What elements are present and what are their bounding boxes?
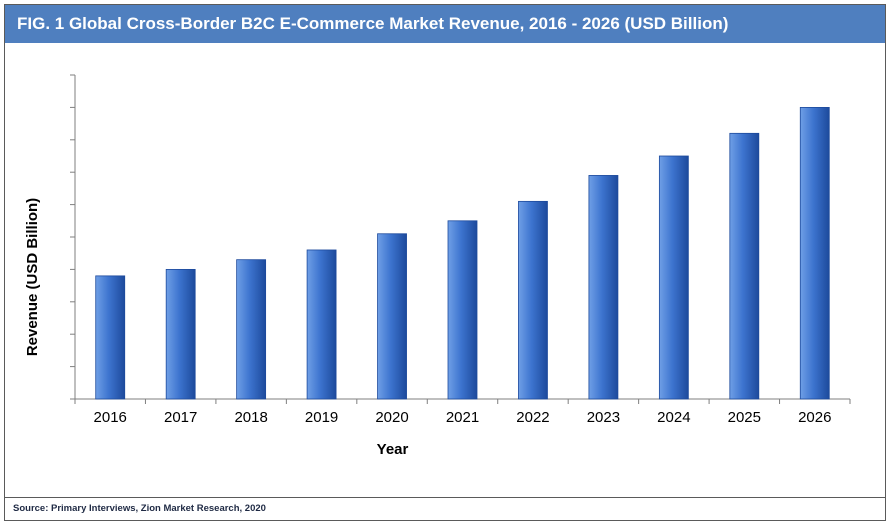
x-tick-label-2023: 2023 <box>587 409 620 426</box>
bar-2021 <box>447 220 478 400</box>
bars <box>95 107 830 400</box>
x-tick-label-2018: 2018 <box>234 409 267 426</box>
bar-2018 <box>236 259 267 400</box>
y-axis <box>70 74 76 400</box>
x-tick-label-2017: 2017 <box>164 409 197 426</box>
y-axis-title: Revenue (USD Billion) <box>24 198 41 356</box>
x-tick-label-2021: 2021 <box>446 409 479 426</box>
source-note: Source: Primary Interviews, Zion Market … <box>13 503 266 514</box>
footer-divider <box>5 497 885 498</box>
bar-chart: 2016 2017 2018 2019 2020 2021 2022 2023 2024 2025… <box>24 74 851 458</box>
x-tick-label-2022: 2022 <box>516 409 549 426</box>
x-tick-label-2020: 2020 <box>375 409 408 426</box>
chart-frame: FIG. 1 Global Cross-Border B2C E-Commerc… <box>4 4 886 521</box>
bar-2019 <box>306 249 337 400</box>
x-axis-title: Year <box>377 441 409 458</box>
bar-2020 <box>377 233 407 400</box>
chart-title: FIG. 1 Global Cross-Border B2C E-Commerc… <box>5 5 885 43</box>
bar-2017 <box>165 268 196 400</box>
bar-2023 <box>588 175 619 400</box>
bar-2022 <box>518 200 548 400</box>
x-tick-label-2019: 2019 <box>305 409 338 426</box>
bar-2024 <box>658 155 689 400</box>
bar-2026 <box>799 107 830 400</box>
bar-2025 <box>729 132 760 400</box>
x-tick-labels: 2016 2017 2018 2019 2020 2021 2022 2023 2024 2025… <box>94 409 832 426</box>
x-tick-label-2025: 2025 <box>728 409 761 426</box>
bar-2016 <box>95 275 126 400</box>
x-tick-label-2026: 2026 <box>798 409 831 426</box>
x-axis <box>70 398 851 404</box>
x-tick-label-2016: 2016 <box>94 409 127 426</box>
x-tick-label-2024: 2024 <box>657 409 690 426</box>
